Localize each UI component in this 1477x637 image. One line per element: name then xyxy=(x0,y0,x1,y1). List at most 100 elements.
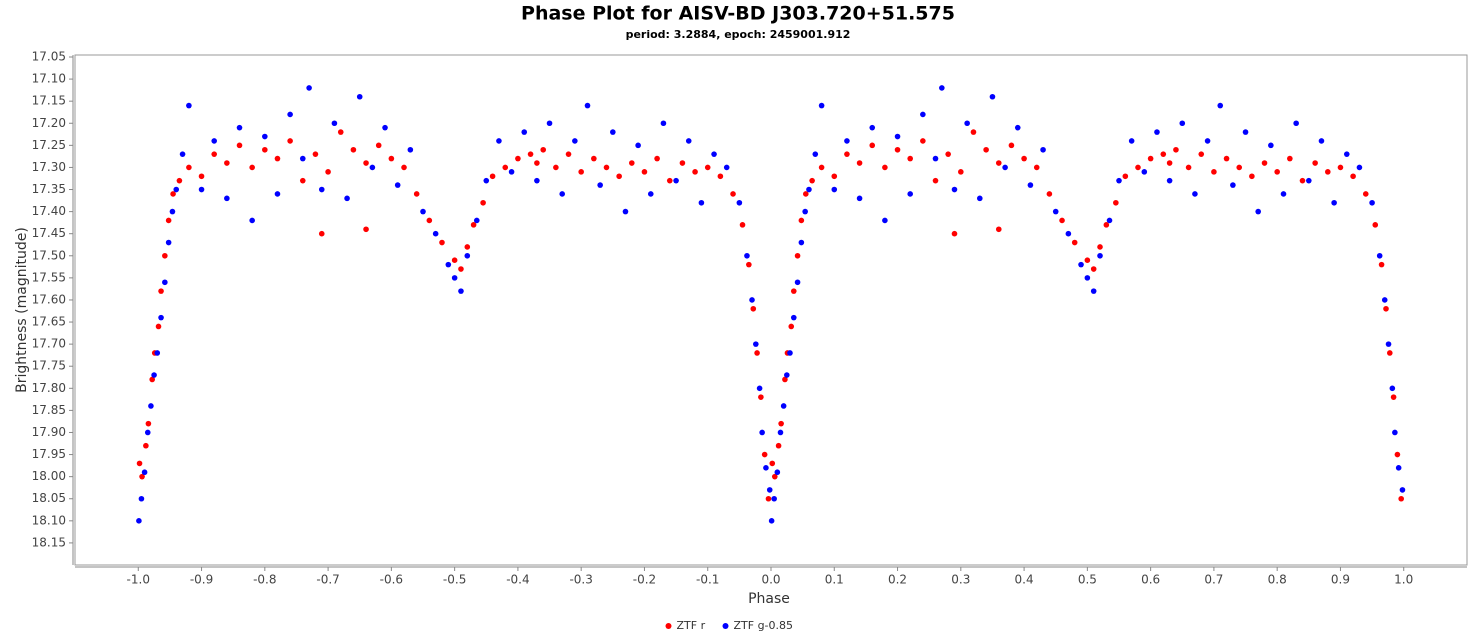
point xyxy=(945,151,951,157)
y-tick-label: 18.05 xyxy=(32,491,66,505)
point xyxy=(154,350,161,356)
point xyxy=(761,451,768,458)
y-tick-label: 17.20 xyxy=(32,116,66,130)
point xyxy=(375,142,382,149)
point xyxy=(754,350,760,356)
point xyxy=(1008,142,1015,149)
point xyxy=(502,164,509,171)
point xyxy=(1059,217,1065,224)
x-tick-label: -0.2 xyxy=(633,573,656,587)
point xyxy=(692,169,698,175)
point xyxy=(483,177,490,184)
point xyxy=(818,102,825,109)
point xyxy=(782,376,788,383)
point xyxy=(591,155,597,162)
point xyxy=(1204,138,1211,144)
point xyxy=(318,186,325,193)
point xyxy=(1154,129,1160,135)
point xyxy=(790,314,797,321)
point xyxy=(654,155,660,162)
point xyxy=(856,195,863,202)
point xyxy=(148,403,154,409)
point xyxy=(451,275,458,281)
point xyxy=(262,133,268,140)
point xyxy=(388,155,395,162)
point xyxy=(635,142,641,149)
point xyxy=(578,169,584,175)
point xyxy=(515,155,521,162)
y-tick-label: 17.80 xyxy=(32,381,66,395)
point xyxy=(1299,177,1306,184)
point xyxy=(763,465,769,471)
point xyxy=(629,160,635,166)
y-tick-label: 17.40 xyxy=(32,204,66,218)
point xyxy=(766,487,773,493)
y-tick-label: 17.65 xyxy=(32,315,66,329)
point xyxy=(1236,164,1243,171)
point xyxy=(778,420,784,427)
point xyxy=(1217,102,1224,109)
point xyxy=(458,288,464,294)
point xyxy=(1223,155,1230,162)
x-tick-label: -0.7 xyxy=(316,573,339,587)
point xyxy=(1325,169,1331,175)
point xyxy=(299,155,306,162)
point xyxy=(758,394,764,400)
point xyxy=(685,138,692,144)
point xyxy=(480,199,486,206)
point xyxy=(894,133,901,140)
point xyxy=(1376,252,1383,259)
point xyxy=(932,155,939,162)
point xyxy=(527,151,534,157)
point xyxy=(1392,429,1398,436)
point xyxy=(1033,164,1040,171)
point xyxy=(711,151,717,157)
point xyxy=(344,195,350,202)
plot-area xyxy=(74,54,1468,566)
point xyxy=(812,151,819,157)
point xyxy=(1185,164,1192,171)
point xyxy=(318,230,325,237)
point xyxy=(983,146,989,153)
point xyxy=(521,129,528,135)
point xyxy=(1116,177,1122,184)
point xyxy=(249,217,255,224)
point xyxy=(1040,146,1046,153)
point xyxy=(464,252,471,259)
point xyxy=(138,495,145,502)
point xyxy=(534,177,540,184)
point xyxy=(572,138,578,144)
point xyxy=(306,85,312,91)
point xyxy=(869,124,876,131)
point xyxy=(610,129,616,135)
point xyxy=(470,222,477,228)
point xyxy=(1084,275,1091,281)
point xyxy=(777,429,784,436)
point xyxy=(765,495,772,502)
point xyxy=(831,186,838,193)
point xyxy=(739,222,746,228)
point xyxy=(788,323,795,330)
y-tick-label: 17.15 xyxy=(32,94,66,108)
point xyxy=(1387,350,1393,356)
legend-marker xyxy=(665,623,672,629)
point xyxy=(1071,239,1078,246)
point xyxy=(262,146,268,153)
point xyxy=(489,173,496,180)
point xyxy=(464,244,471,250)
point xyxy=(236,124,243,131)
point xyxy=(970,129,977,135)
x-tick-label: 0.4 xyxy=(1015,573,1034,587)
point xyxy=(1128,138,1135,144)
chart-title: Phase Plot for AISV-BD J303.720+51.575 xyxy=(521,3,955,25)
point xyxy=(1166,177,1173,184)
y-tick-label: 18.00 xyxy=(32,469,66,483)
point xyxy=(432,230,439,237)
point xyxy=(964,120,970,127)
x-tick-label: 0.6 xyxy=(1141,573,1160,587)
point xyxy=(1343,151,1350,157)
point xyxy=(1389,385,1396,392)
point xyxy=(1230,182,1236,188)
point xyxy=(546,120,553,127)
point xyxy=(932,177,939,184)
